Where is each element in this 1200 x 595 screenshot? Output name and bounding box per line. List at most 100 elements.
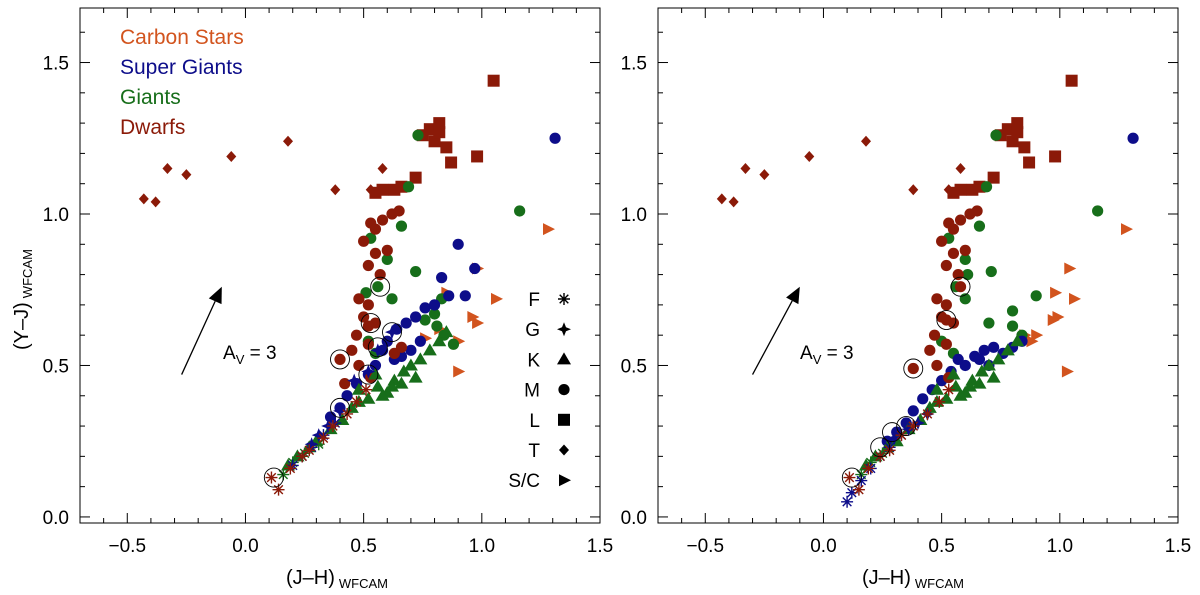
point-giant-m bbox=[386, 293, 398, 305]
point-giant-k bbox=[439, 325, 454, 338]
point-giant-m bbox=[381, 253, 393, 266]
point-carbon-sc bbox=[1069, 292, 1081, 305]
point-dwarf-l bbox=[433, 126, 446, 139]
point-giant-m bbox=[402, 181, 415, 193]
point-supergiant-m bbox=[443, 290, 455, 302]
right-ytick-label: 0.0 bbox=[621, 508, 647, 529]
point-carbon-sc bbox=[1031, 329, 1044, 342]
point-dwarf-f bbox=[265, 471, 278, 484]
left-ytick-label: 1.0 bbox=[43, 205, 69, 226]
point-giant-k bbox=[368, 367, 383, 380]
point-carbon-sc bbox=[543, 223, 555, 236]
point-dwarf-l bbox=[1011, 117, 1024, 130]
point-carbon-sc bbox=[1047, 314, 1060, 327]
circled-point-ring bbox=[936, 310, 957, 330]
point-supergiant-m bbox=[405, 344, 417, 356]
point-dwarf-l bbox=[1049, 150, 1062, 163]
point-giant-m bbox=[980, 181, 993, 193]
point-dwarf-m bbox=[940, 259, 952, 272]
point-giant-k bbox=[432, 334, 447, 347]
point-supergiant-g bbox=[304, 437, 319, 452]
point-dwarf-l bbox=[987, 171, 1000, 184]
point-giant-m bbox=[962, 268, 974, 281]
point-supergiant-m bbox=[341, 390, 353, 402]
point-giant-k bbox=[946, 367, 961, 380]
point-dwarf-m bbox=[353, 293, 365, 305]
point-supergiant-f bbox=[845, 486, 858, 499]
point-giant-m bbox=[1006, 320, 1019, 332]
point-dwarf-t bbox=[955, 163, 966, 175]
point-dwarf-f bbox=[303, 444, 316, 457]
point-giant-k bbox=[422, 343, 437, 356]
point-supergiant-g bbox=[911, 416, 925, 431]
right-tick-labels: −0.5 0.0 0.5 1.0 1.5 0.0 0.5 1.0 1.5 bbox=[621, 54, 1192, 557]
left-marks bbox=[138, 74, 561, 496]
left-ytick-label: 1.5 bbox=[43, 54, 69, 75]
point-giant-k bbox=[394, 376, 409, 389]
point-dwarf-f bbox=[933, 395, 946, 408]
point-dwarf-m bbox=[959, 244, 971, 256]
right-arrow-head bbox=[786, 286, 800, 305]
point-giant-m bbox=[412, 129, 424, 141]
right-panel: −0.5 0.0 0.5 1.0 1.5 0.0 0.5 1.0 1.5 AV = 3 (J–H… bbox=[621, 7, 1192, 591]
key-marker-circle-icon bbox=[558, 384, 570, 396]
point-dwarf-m bbox=[971, 205, 983, 217]
point-giant-k bbox=[972, 376, 987, 389]
point-giant-k bbox=[1010, 334, 1025, 347]
point-supergiant-m bbox=[452, 238, 464, 250]
point-dwarf-f bbox=[350, 395, 363, 408]
point-dwarf-t bbox=[804, 150, 815, 162]
point-supergiant-m bbox=[324, 411, 337, 423]
point-supergiant-m bbox=[369, 359, 382, 372]
point-giant-k bbox=[344, 400, 359, 413]
point-supergiant-m bbox=[410, 311, 422, 323]
point-giant-m bbox=[395, 220, 408, 232]
point-supergiant-m bbox=[436, 272, 448, 284]
right-xtick-label: 0.5 bbox=[928, 536, 954, 557]
point-dwarf-t bbox=[283, 135, 293, 147]
point-dwarf-f bbox=[317, 432, 330, 445]
point-supergiant-m bbox=[469, 262, 481, 275]
point-giant-f bbox=[864, 456, 877, 469]
point-carbon-sc bbox=[1121, 223, 1133, 236]
key-marker-diamond-icon bbox=[559, 444, 569, 456]
point-dwarf-l bbox=[376, 183, 389, 196]
left-y-title-main: (Y–J) bbox=[11, 302, 33, 350]
point-supergiant-g bbox=[901, 422, 916, 437]
point-supergiant-g bbox=[887, 431, 902, 446]
point-dwarf-l bbox=[487, 74, 500, 87]
point-dwarf-l bbox=[423, 123, 436, 136]
right-xtick-label: 1.5 bbox=[1165, 536, 1191, 557]
point-dwarf-l bbox=[1006, 135, 1019, 148]
point-dwarf-m bbox=[924, 344, 936, 356]
circled-point-ring bbox=[382, 322, 402, 343]
point-supergiant-m bbox=[549, 132, 561, 144]
point-supergiant-f bbox=[841, 495, 854, 508]
right-ticks bbox=[657, 8, 1179, 523]
point-dwarf-m bbox=[907, 362, 919, 375]
point-giant-k bbox=[375, 388, 390, 401]
point-supergiant-m bbox=[917, 393, 929, 405]
point-dwarf-f bbox=[921, 407, 934, 420]
point-dwarf-m bbox=[947, 223, 960, 235]
key-label-f: F bbox=[528, 290, 540, 311]
point-dwarf-t bbox=[861, 135, 871, 147]
point-supergiant-m bbox=[459, 290, 471, 302]
point-dwarf-m bbox=[350, 329, 363, 341]
point-supergiant-m bbox=[400, 317, 412, 329]
point-dwarf-f bbox=[296, 450, 309, 463]
right-ytick-label: 1.5 bbox=[621, 54, 647, 75]
right-marks bbox=[716, 74, 1139, 508]
left-ytick-label: 0.5 bbox=[43, 356, 69, 377]
key-label-k: K bbox=[527, 350, 540, 371]
point-dwarf-t bbox=[162, 163, 173, 175]
point-giant-k bbox=[403, 358, 418, 371]
point-supergiant-m bbox=[1127, 132, 1139, 144]
left-xtick-label: 1.0 bbox=[469, 536, 495, 557]
right-arrow-label-sub: V bbox=[813, 352, 822, 367]
point-dwarf-m bbox=[334, 353, 346, 366]
point-dwarf-m bbox=[362, 259, 374, 272]
point-giant-k bbox=[939, 391, 954, 404]
point-giant-m bbox=[973, 220, 986, 232]
